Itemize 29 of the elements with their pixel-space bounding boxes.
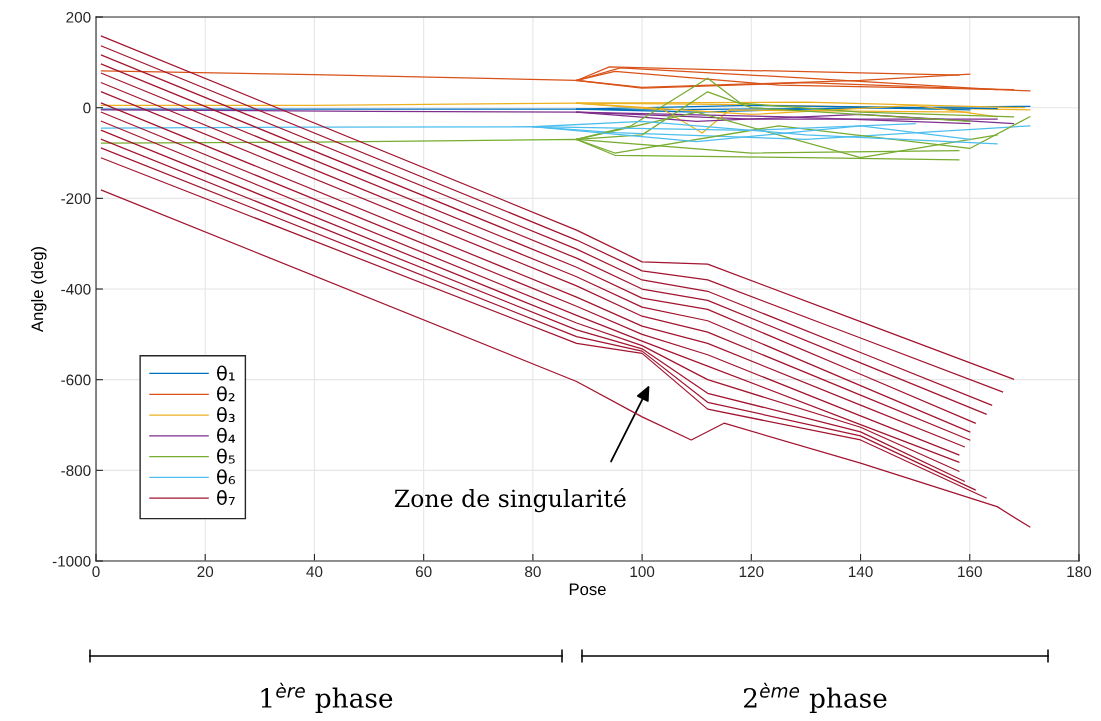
- y-tick-label: -1000: [52, 555, 91, 567]
- y-tick-label: 200: [66, 11, 91, 23]
- x-tick-label: 60: [415, 566, 432, 578]
- legend-label: θ₂: [217, 386, 235, 402]
- text: 1$^{ère}$ phase: [261, 682, 393, 714]
- text: 2$^{ème}$ phase: [743, 682, 887, 714]
- x-tick-label: 0: [92, 566, 100, 578]
- x-tick-label: 120: [739, 566, 764, 578]
- legend-label: θ₆: [217, 469, 236, 485]
- x-tick-label: 100: [630, 566, 655, 578]
- y-tick-label: 0: [83, 102, 91, 114]
- legend-label: θ₅: [217, 448, 235, 464]
- x-tick-label: 20: [197, 566, 214, 578]
- x-tick-label: 160: [958, 566, 982, 578]
- x-tick-label: 180: [1067, 566, 1092, 578]
- x-axis-title: Pose: [569, 583, 606, 596]
- x-tick-label: 80: [525, 566, 541, 578]
- x-tick-label: 140: [848, 566, 873, 578]
- y-tick-label: -600: [61, 374, 91, 386]
- legend-label: θ₄: [217, 427, 236, 443]
- legend-label: θ₇: [217, 489, 235, 506]
- annotation: Zone de singularité: [394, 488, 626, 513]
- x-tick-label: 40: [306, 566, 323, 578]
- y-tick-label: -400: [61, 283, 91, 295]
- y-axis-title: Angle (deg): [30, 246, 47, 333]
- legend-label: θ₃: [217, 406, 235, 423]
- y-tick-label: -200: [61, 193, 91, 205]
- legend-label: θ₁: [217, 365, 235, 381]
- y-tick-label: -800: [61, 465, 91, 477]
